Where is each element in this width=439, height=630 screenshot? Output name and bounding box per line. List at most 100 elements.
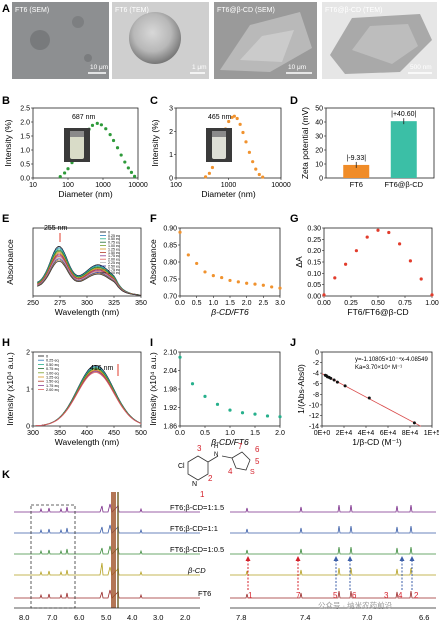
data-point <box>387 230 391 235</box>
x-axis-label: β-CD/FT6 <box>210 437 249 447</box>
x-axis-label: Wavelength (nm) <box>55 307 120 317</box>
panel-letter-j: J <box>290 337 296 349</box>
y-tick-label: -6 <box>313 381 319 388</box>
legend-label: 0.50 eq <box>46 363 59 367</box>
arrow-head <box>333 556 339 561</box>
x-tick-label: 300 <box>27 430 39 437</box>
y-tick-label: 3 <box>169 106 173 113</box>
y-tick-label: 1.86 <box>163 424 177 431</box>
scale-bar-label: 500 nm <box>410 64 432 71</box>
panel-letter-i: I <box>150 337 153 349</box>
nmr-trace-right <box>230 525 436 534</box>
y-axis-label: Intensity (%) <box>3 119 13 166</box>
legend-label: 2.00 eq <box>46 388 59 392</box>
x-tick-label: 4E+4 <box>358 430 375 437</box>
data-point <box>257 172 261 177</box>
data-point <box>238 122 242 126</box>
data-point <box>186 253 190 257</box>
data-point <box>240 411 245 415</box>
x-tick-label: 0.0 <box>175 300 185 307</box>
chart-panel-g: 0.00 0.25 0.50 0.75 1.00 0.00 0.05 0.10 0.15 0.20… <box>294 226 439 318</box>
x-tick-label: 0.75 <box>398 300 412 307</box>
position-number: 3 <box>197 444 202 453</box>
panel-letter-a: A <box>2 3 10 15</box>
data-point <box>332 378 336 382</box>
peak-number: 6 <box>352 591 357 600</box>
nmr-spectra <box>14 492 436 609</box>
y-axis-label: 1/(Abs-Abs0) <box>296 364 306 414</box>
zoom-region-box <box>30 504 76 609</box>
y-axis-label: Intensity (%) <box>150 119 160 166</box>
image-label: FT6 (SEM) <box>15 7 49 14</box>
data-point <box>104 127 108 131</box>
arrow-head <box>245 556 251 561</box>
y-axis-label: Absorbance <box>5 239 15 285</box>
plot-frame <box>32 227 142 297</box>
plot-frame <box>32 107 139 179</box>
legend-label: 1.00 eq <box>46 371 59 375</box>
atom-label: H <box>214 444 218 450</box>
legend-label: 0 <box>46 355 48 359</box>
legend-label: 1.00 eq <box>108 244 120 248</box>
x-tick-label: 350 <box>54 430 66 437</box>
peak-number: 2 <box>414 591 419 600</box>
data-point <box>126 166 130 170</box>
position-number: 7 <box>238 442 243 451</box>
x-tick-label: 1.5 <box>250 430 260 437</box>
data-point <box>430 293 434 297</box>
x-tick-label: 100 <box>170 182 182 189</box>
x-tick-label: 0E+0 <box>314 430 331 437</box>
vial-photo-c <box>206 128 232 162</box>
y-axis-label: Absorbance <box>148 239 158 285</box>
tick-label: 7.4 <box>300 613 310 622</box>
y-tick-label: 2.10 <box>163 350 177 357</box>
data-point <box>265 414 270 418</box>
x-tick-label: 1.0 <box>225 430 235 437</box>
peak-number: 1 <box>248 591 253 600</box>
y-tick-label: -14 <box>309 424 319 431</box>
nmr-trace-left <box>14 562 200 576</box>
watermark: 公众号 · 纳米农药前沿 <box>318 600 393 610</box>
image-label: FT6 (TEM) <box>115 7 149 14</box>
legend-h: 00.25 eq0.50 eq0.75 eq1.00 eq1.25 eq1.50… <box>38 355 59 392</box>
legend-label: 1.50 eq <box>108 251 120 255</box>
y-tick-label: 30 <box>315 134 323 141</box>
x-tick-label: 3.0 <box>275 300 285 307</box>
atom-label: N <box>214 452 218 458</box>
panel-letter-f: F <box>150 213 157 225</box>
data-point <box>241 130 245 135</box>
fit-equation: y=-1.10805×10⁻⁴x-4.08549 <box>355 356 428 363</box>
chart-panel-b: 10 100 1000 10000 0.0 0.5 1.0 1.5 2.0 2.5 Diameter… <box>3 106 148 200</box>
y-tick-label: 0.00 <box>307 294 321 301</box>
image-label: FT6@β-CD (SEM) <box>217 7 275 14</box>
data-point <box>108 133 112 137</box>
tick-label: 2.0 <box>180 613 190 622</box>
data-point <box>66 167 70 171</box>
y-tick-label: 50 <box>315 106 323 113</box>
arrow-head <box>409 556 415 561</box>
peak-assignments: 1 7 5 6 4 3 2 <box>248 591 419 600</box>
atom-label: S <box>250 469 255 476</box>
x-tick-label: 2.0 <box>275 430 285 437</box>
data-point <box>236 280 240 284</box>
y-tick-label: 2 <box>169 129 173 136</box>
vial-photo-b <box>64 128 90 162</box>
scale-bar-label: 10 μm <box>288 64 306 71</box>
y-tick-label: -4 <box>313 371 319 378</box>
x-tick-label: 300 <box>81 300 93 307</box>
data-point <box>211 274 215 278</box>
scale-bar-label: 10 μm <box>90 64 108 71</box>
peak-label: 465 nm <box>208 114 232 121</box>
panel-letter-h: H <box>2 337 10 349</box>
data-point <box>253 412 257 416</box>
panel-letter-k: K <box>2 469 10 481</box>
x-tick-label: 250 <box>27 300 39 307</box>
data-point <box>58 175 62 179</box>
molecule-structure: Cl N H N S 1 2 3 4 5 6 7 <box>178 442 260 499</box>
y-axis-label: ΔA <box>294 256 304 268</box>
chart-panel-i: 0.0 0.5 1.0 1.5 2.0 1.86 1.92 1.98 2.04 2.10 β-CD/… <box>148 350 285 448</box>
position-number: 1 <box>200 490 205 499</box>
x-tick-label: 350 <box>135 300 147 307</box>
y-tick-label: 0.10 <box>307 271 321 278</box>
y-tick-label: 2.04 <box>163 368 177 375</box>
